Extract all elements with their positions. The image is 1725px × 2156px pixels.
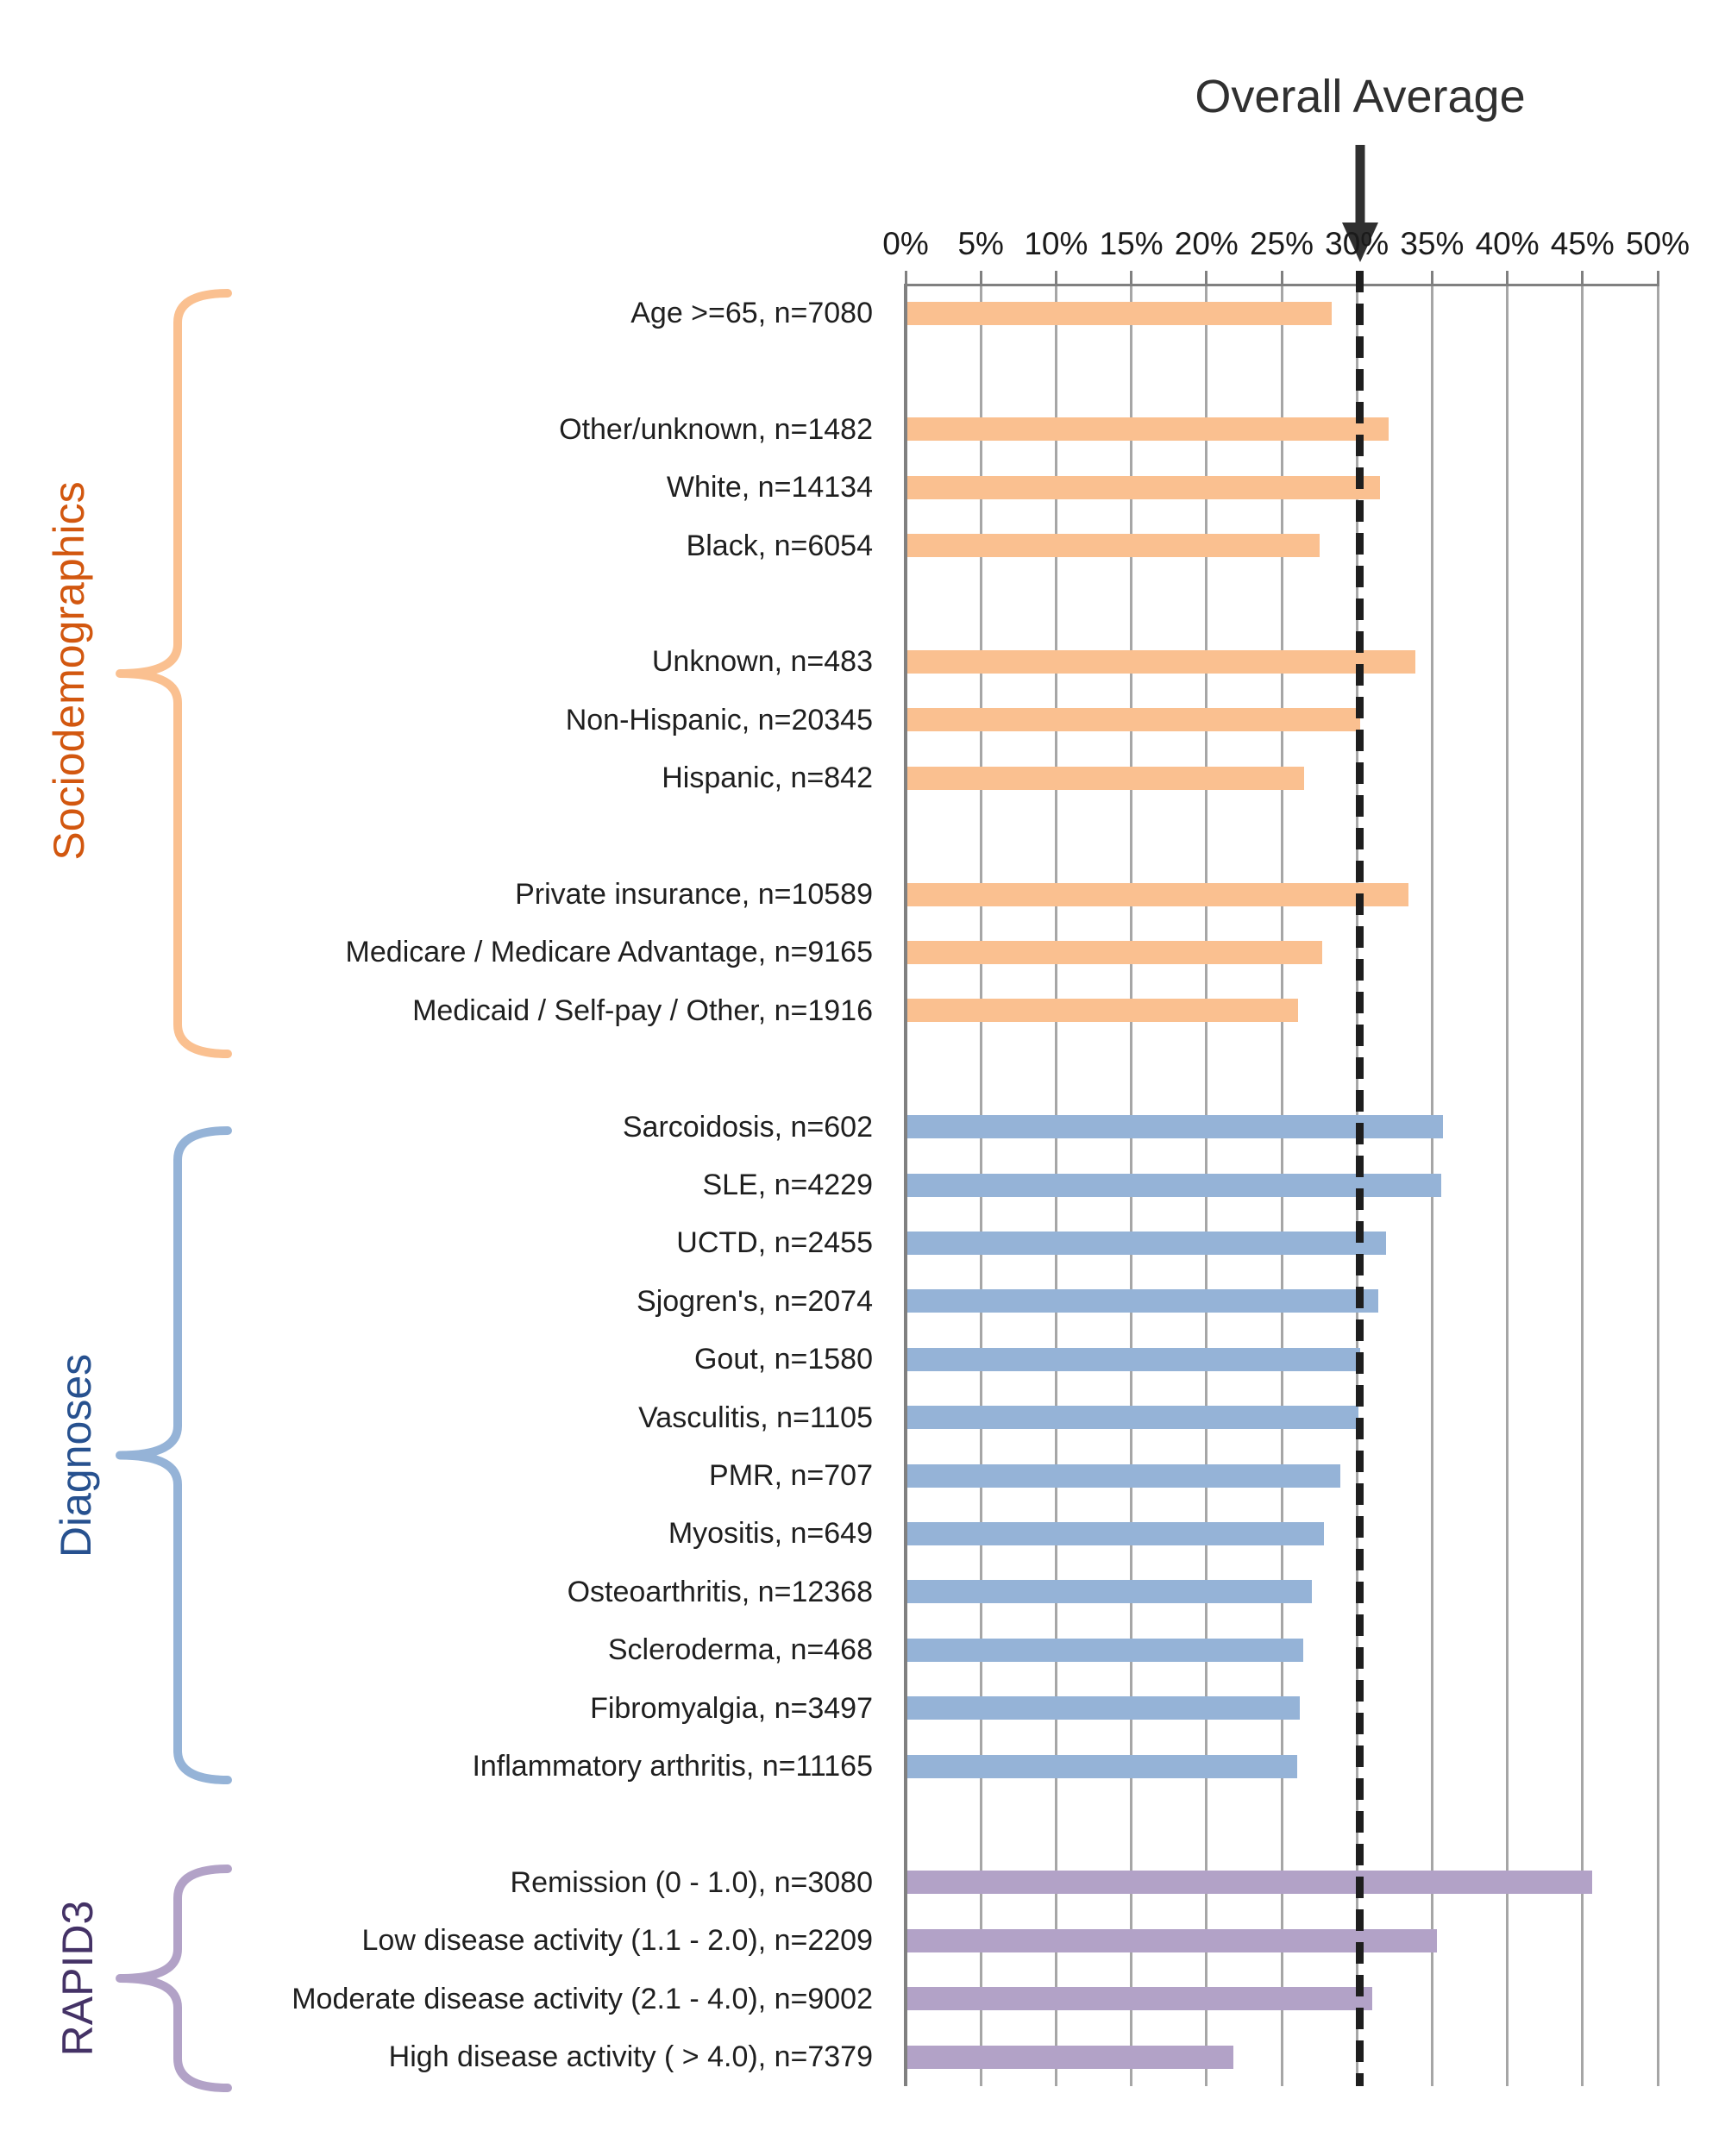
row-label: Fibromyalgia, n=3497	[590, 1691, 873, 1725]
axis-tick-25	[1280, 271, 1283, 286]
bar-osteoarthritis	[907, 1580, 1313, 1604]
bar-sjogren-s	[907, 1289, 1378, 1313]
row-label: SLE, n=4229	[702, 1169, 873, 1201]
bar-private-insurance	[907, 882, 1408, 906]
axis-tick-15	[1130, 271, 1133, 286]
bar-age-65	[907, 301, 1332, 325]
bar-hispanic	[907, 766, 1305, 790]
row-label: Moderate disease activity (2.1 - 4.0), n…	[292, 1982, 873, 2015]
row-label: PMR, n=707	[709, 1459, 873, 1492]
bar-unknown	[907, 649, 1416, 674]
axis-tick-50	[1656, 271, 1659, 286]
row-label: Low disease activity (1.1 - 2.0), n=2209	[361, 1924, 874, 1958]
overall-average-arrow	[1342, 145, 1378, 262]
axis-tick-0	[904, 271, 907, 286]
group-label-rapid3: RAPID3	[53, 1900, 102, 2057]
bar-medicaid-self-pay-other	[907, 999, 1299, 1023]
row-label: High disease activity ( > 4.0), n=7379	[388, 2040, 873, 2073]
row-label: Medicare / Medicare Advantage, n=9165	[345, 936, 873, 969]
bar-moderate-disease-activity-2-1-4-0-	[907, 1987, 1372, 2011]
y-axis-line	[904, 284, 907, 2086]
bar-medicare-medicare-advantage	[907, 940, 1323, 964]
row-label: Osteoarthritis, n=12368	[567, 1575, 873, 1608]
bar-low-disease-activity-1-1-2-0-	[907, 1928, 1437, 1952]
bar-sarcoidosis	[907, 1115, 1443, 1139]
row-label: Other/unknown, n=1482	[559, 412, 873, 446]
axis-tick-label-35: 35%	[1400, 226, 1465, 261]
row-label: Vasculitis, n=1105	[638, 1401, 873, 1434]
brace-sociodemographics	[116, 289, 232, 1058]
row-label: Sarcoidosis, n=602	[622, 1110, 873, 1144]
group-label-diagnoses: Diagnoses	[52, 1353, 100, 1558]
axis-tick-label-25: 25%	[1249, 226, 1314, 261]
chart-title: Overall Average	[1195, 71, 1526, 122]
axis-tick-label-5: 5%	[957, 226, 1004, 261]
row-label: Inflammatory arthritis, n=11165	[472, 1750, 873, 1783]
axis-tick-label-0: 0%	[882, 226, 929, 261]
row-label: Age >=65, n=7080	[630, 297, 873, 329]
row-label: Scleroderma, n=468	[607, 1633, 873, 1667]
row-label: Gout, n=1580	[693, 1343, 873, 1376]
gridline-40	[1506, 284, 1509, 2086]
bar-fibromyalgia	[907, 1696, 1301, 1720]
bar-high-disease-activity-4-0-	[907, 2045, 1234, 2069]
axis-tick-40	[1506, 271, 1509, 286]
bar-white	[907, 475, 1380, 499]
group-label-sociodemographics: Sociodemographics	[45, 481, 93, 861]
row-label: Sjogren's, n=2074	[637, 1284, 873, 1318]
axis-tick-45	[1581, 271, 1584, 286]
bar-pmr	[907, 1463, 1341, 1488]
gridline-50	[1656, 284, 1659, 2086]
bar-scleroderma	[907, 1638, 1303, 1662]
axis-tick-label-45: 45%	[1550, 226, 1615, 261]
row-label: Medicaid / Self-pay / Other, n=1916	[412, 993, 873, 1027]
bar-remission-0-1-0-	[907, 1871, 1592, 1895]
group-braces	[116, 289, 232, 2092]
brace-rapid3	[116, 1865, 232, 2092]
bar-other-unknown	[907, 417, 1389, 442]
axis-tick-label-15: 15%	[1099, 226, 1164, 261]
row-label: Remission (0 - 1.0), n=3080	[510, 1865, 873, 1899]
row-label: Myositis, n=649	[668, 1517, 873, 1551]
gridline-45	[1581, 284, 1584, 2086]
axis-tick-35	[1430, 271, 1433, 286]
overall-average-dashed-line	[1356, 271, 1364, 2086]
row-label: White, n=14134	[666, 471, 873, 505]
bar-inflammatory-arthritis	[907, 1754, 1297, 1778]
axis-tick-10	[1054, 271, 1057, 286]
row-label: Black, n=6054	[686, 529, 873, 562]
bar-uctd	[907, 1231, 1386, 1255]
bar-non-hispanic	[907, 708, 1360, 732]
brace-diagnoses	[116, 1126, 232, 1784]
bar-gout	[907, 1347, 1360, 1371]
row-label: Private insurance, n=10589	[515, 878, 873, 911]
row-label: UCTD, n=2455	[676, 1226, 873, 1260]
axis-tick-20	[1205, 271, 1208, 286]
row-label: Hispanic, n=842	[662, 761, 873, 795]
bar-black	[907, 534, 1320, 558]
row-label: Non-Hispanic, n=20345	[565, 703, 873, 736]
axis-tick-5	[979, 271, 982, 286]
axis-tick-label-40: 40%	[1475, 226, 1540, 261]
row-label: Unknown, n=483	[651, 645, 873, 679]
bar-myositis	[907, 1521, 1325, 1545]
bar-sle	[907, 1173, 1442, 1197]
axis-tick-label-30: 30%	[1325, 226, 1389, 261]
bar-vasculitis	[907, 1406, 1359, 1430]
axis-tick-label-10: 10%	[1024, 226, 1088, 261]
axis-tick-label-50: 50%	[1625, 226, 1690, 261]
axis-tick-label-20: 20%	[1174, 226, 1239, 261]
